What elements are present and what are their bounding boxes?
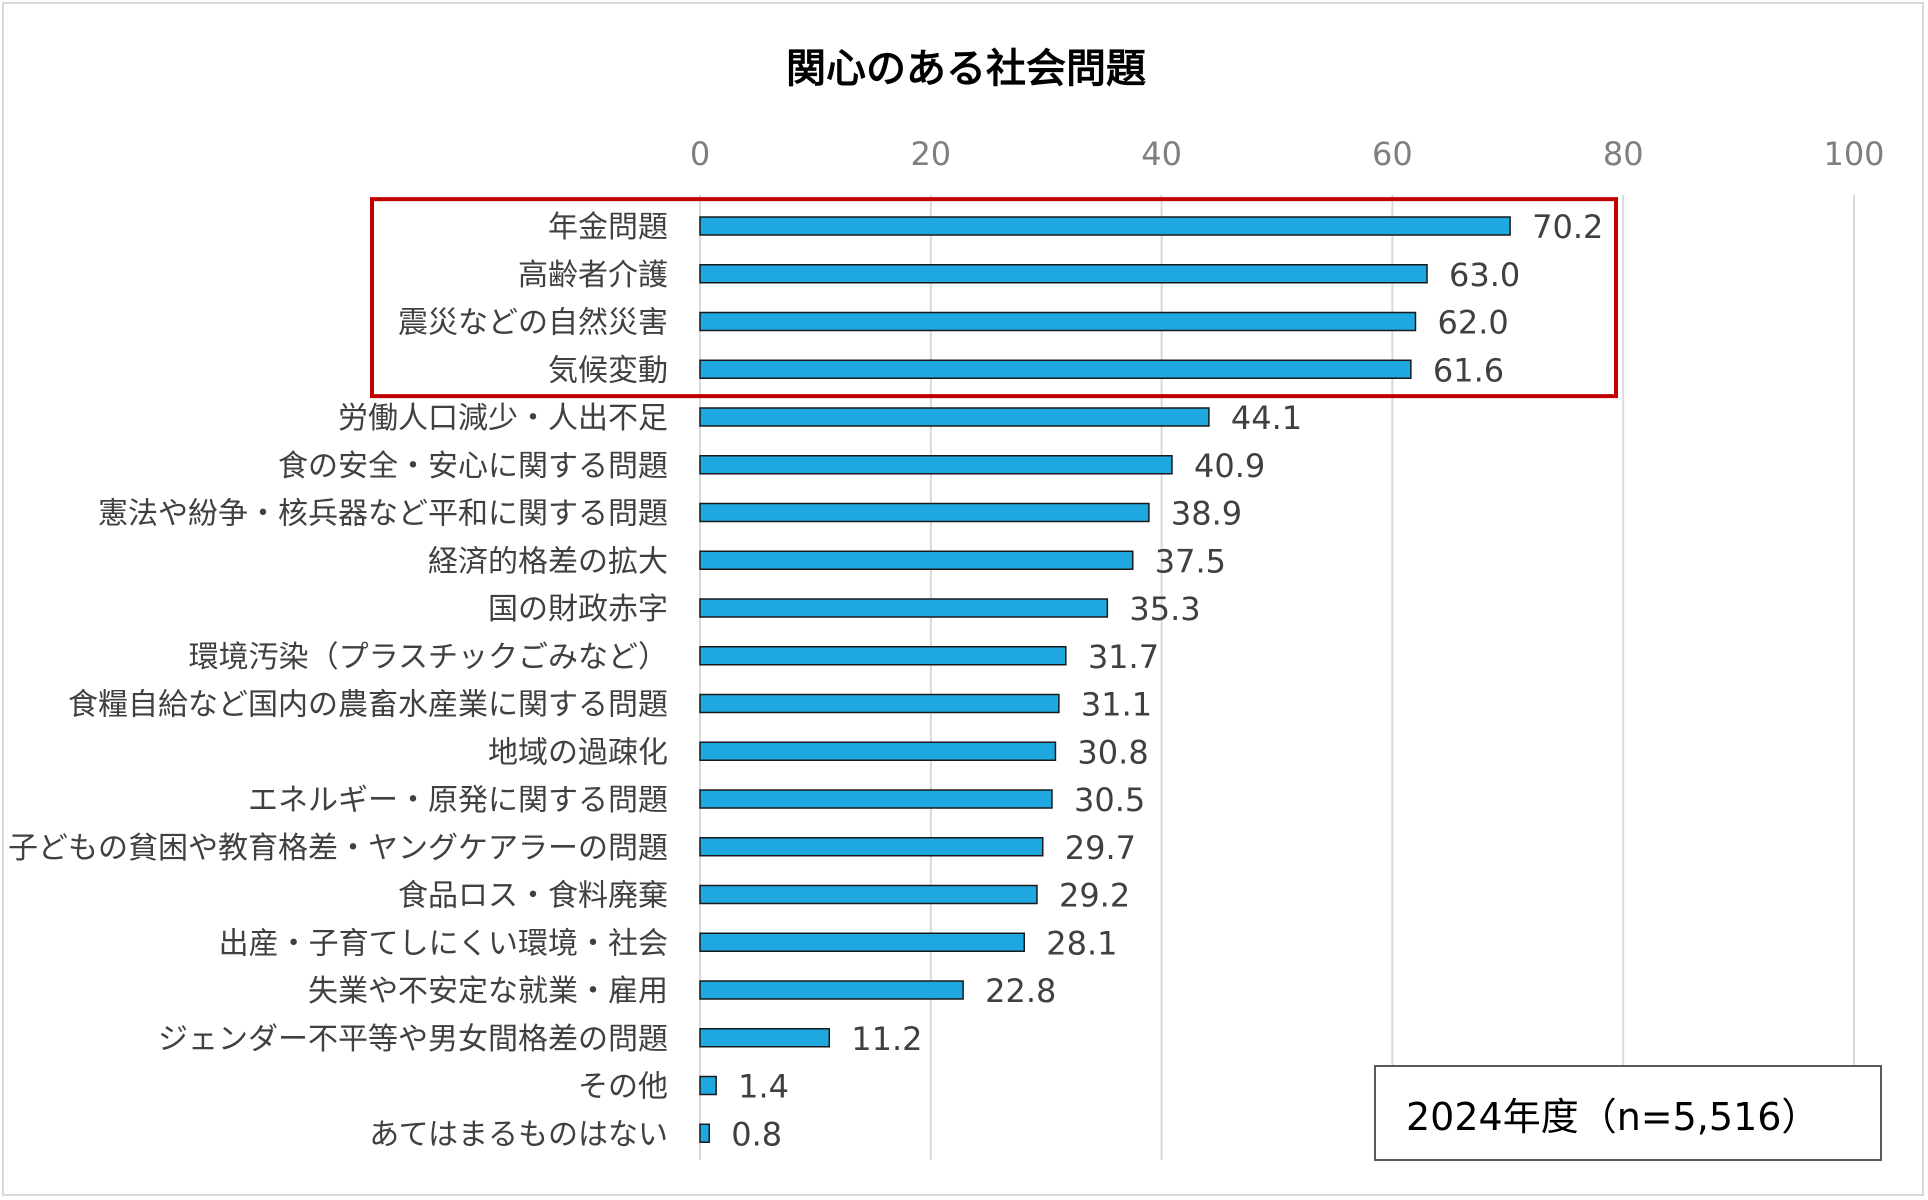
category-label: 憲法や紛争・核兵器など平和に関する問題 (98, 497, 668, 532)
category-label: あてはまるものはない (369, 1117, 668, 1152)
value-label: 0.8 (731, 1115, 782, 1153)
category-label: 労働人口減少・人出不足 (338, 401, 668, 436)
value-label: 37.5 (1155, 542, 1226, 580)
bar (699, 980, 964, 1000)
category-label: 失業や不安定な就業・雇用 (308, 974, 668, 1009)
category-label: 環境汚染（プラスチックごみなど） (189, 640, 668, 675)
bar (699, 216, 1511, 236)
bar (699, 932, 1026, 952)
value-label: 38.9 (1171, 495, 1242, 533)
x-axis-ticks: 0 20 40 60 80 100 (690, 135, 1885, 173)
value-label: 31.1 (1081, 686, 1152, 724)
legend-text: 2024年度（n=5,516） (1406, 1094, 1820, 1139)
category-label: ジェンダー不平等や男女間格差の問題 (158, 1022, 668, 1057)
category-label: 食の安全・安心に関する問題 (278, 449, 668, 484)
bar (699, 884, 1038, 905)
bar (699, 311, 1417, 332)
value-label: 61.6 (1433, 351, 1504, 389)
chart-title: 関心のある社会問題 (786, 46, 1146, 92)
bar (699, 1028, 830, 1048)
grid-lines (699, 195, 1855, 1160)
value-label: 1.4 (738, 1068, 789, 1106)
highlight-rect (370, 197, 1618, 399)
x-tick-label: 40 (1141, 135, 1182, 173)
category-label: 高齢者介護 (518, 258, 668, 293)
category-label: 子どもの貧困や教育格差・ヤングケアラーの問題 (8, 831, 668, 866)
bar (699, 359, 1412, 379)
category-label: 気候変動 (548, 353, 668, 388)
category-label: 震災などの自然災害 (398, 306, 668, 341)
category-label: 年金問題 (548, 210, 668, 245)
bar (699, 550, 1134, 570)
value-label: 63.0 (1449, 256, 1520, 294)
bars (699, 216, 1511, 1143)
category-label: 食糧自給など国内の農畜水産業に関する問題 (68, 688, 668, 723)
x-tick-label: 100 (1823, 135, 1884, 173)
x-tick-label: 20 (910, 135, 951, 173)
bar (699, 502, 1150, 523)
bar (699, 741, 1057, 761)
bar (699, 789, 1053, 809)
bar (699, 407, 1210, 427)
category-label: 食品ロス・食料廃棄 (398, 879, 668, 914)
x-tick-label: 60 (1372, 135, 1413, 173)
category-label: 出産・子育てしにくい環境・社会 (219, 926, 668, 961)
value-label: 29.7 (1065, 829, 1136, 867)
value-label: 28.1 (1046, 924, 1117, 962)
value-label: 44.1 (1231, 399, 1302, 437)
bar (699, 646, 1067, 666)
value-label: 40.9 (1194, 447, 1265, 485)
category-label: 地域の過疎化 (488, 735, 668, 770)
value-label: 22.8 (985, 972, 1056, 1010)
value-labels: 70.2 63.0 62.0 61.6 44.1 40.9 38.9 37.5 35.3 31.7… (731, 208, 1603, 1153)
bar (699, 837, 1044, 857)
category-label: エネルギー・原発に関する問題 (248, 783, 668, 818)
bar (699, 598, 1109, 618)
value-label: 62.0 (1437, 304, 1508, 342)
value-label: 11.2 (851, 1020, 922, 1058)
x-tick-label: 0 (690, 135, 710, 173)
legend-box: 2024年度（n=5,516） (1374, 1065, 1882, 1161)
category-label: 経済的格差の拡大 (428, 544, 668, 579)
value-label: 35.3 (1129, 590, 1200, 628)
bar (699, 455, 1173, 475)
value-label: 29.2 (1059, 877, 1130, 915)
category-labels: 年金問題高齢者介護震災などの自然災害気候変動労働人口減少・人出不足食の安全・安心… (8, 210, 668, 1152)
bar (699, 1075, 717, 1096)
bar (699, 1123, 710, 1143)
category-label: その他 (578, 1070, 668, 1105)
bar (699, 264, 1428, 284)
bar (699, 693, 1060, 714)
highlight-box (370, 197, 1618, 399)
category-label: 国の財政赤字 (488, 592, 668, 627)
x-tick-label: 80 (1603, 135, 1644, 173)
value-label: 30.5 (1074, 781, 1145, 819)
value-label: 30.8 (1077, 733, 1148, 771)
value-label: 31.7 (1088, 638, 1159, 676)
value-label: 70.2 (1532, 208, 1603, 246)
